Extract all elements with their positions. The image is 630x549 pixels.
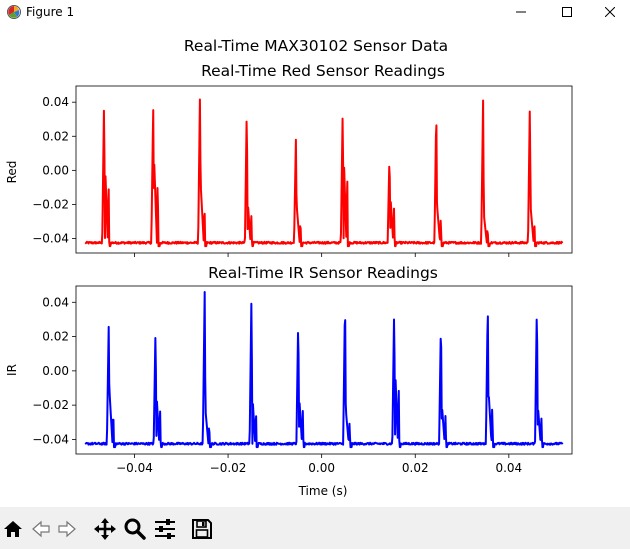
figure-canvas[interactable]: Real-Time MAX30102 Sensor Data Real-Time… (0, 24, 630, 507)
ir-ylabel: IR (5, 364, 19, 376)
red-subplot-title: Real-Time Red Sensor Readings (201, 62, 445, 80)
figure-suptitle: Real-Time MAX30102 Sensor Data (184, 37, 448, 55)
ir-series-line (84, 291, 564, 449)
zoom-button[interactable] (122, 516, 148, 542)
ir-axes-frame (75, 285, 573, 455)
maximize-button[interactable] (544, 0, 590, 24)
pan-button[interactable] (92, 516, 118, 542)
ir-xtick-label: 0.00 (308, 461, 335, 475)
ir-xtick-label: 0.02 (402, 461, 429, 475)
maximize-icon (562, 7, 572, 17)
ir-y-ticks: −0.04 −0.02 0.00 0.02 0.04 (32, 295, 76, 446)
save-icon (191, 518, 213, 540)
back-icon (30, 518, 52, 540)
window-title: Figure 1 (26, 5, 75, 19)
ir-subplot: Real-Time IR Sensor Readings −0.04 −0.02 0… (5, 264, 573, 498)
configure-subplots-button[interactable] (152, 516, 178, 542)
figure-svg: Real-Time MAX30102 Sensor Data Real-Time… (5, 37, 573, 498)
matplotlib-icon (6, 4, 22, 20)
home-icon (2, 518, 24, 540)
ir-xtick-label: −0.04 (116, 461, 153, 475)
red-ytick-label: 0.04 (42, 95, 69, 109)
ir-xtick-label: 0.04 (495, 461, 522, 475)
red-ytick-label: −0.02 (32, 197, 69, 211)
red-ytick-label: 0.02 (42, 129, 69, 143)
ir-subplot-title: Real-Time IR Sensor Readings (208, 264, 438, 282)
minimize-icon (516, 7, 526, 17)
zoom-icon (123, 517, 147, 541)
forward-icon (56, 518, 78, 540)
configure-subplots-icon (153, 517, 177, 541)
close-icon (605, 7, 615, 17)
window-titlebar: Figure 1 (0, 0, 630, 24)
back-button[interactable] (28, 516, 54, 542)
red-y-ticks: −0.04 −0.02 0.00 0.02 0.04 (32, 95, 76, 246)
ir-ytick-label: 0.00 (42, 364, 69, 378)
home-button[interactable] (0, 516, 26, 542)
close-button[interactable] (590, 0, 630, 24)
ir-ytick-label: −0.04 (32, 432, 69, 446)
red-ylabel: Red (5, 161, 19, 184)
red-x-ticks (134, 253, 510, 257)
red-ytick-label: 0.00 (42, 163, 69, 177)
ir-ytick-label: 0.04 (42, 295, 69, 309)
save-button[interactable] (189, 516, 215, 542)
ir-xtick-label: −0.02 (210, 461, 247, 475)
red-ytick-label: −0.04 (32, 232, 69, 246)
red-subplot: Real-Time Red Sensor Readings −0.04 −0.02… (5, 62, 573, 257)
ir-ytick-label: −0.02 (32, 398, 69, 412)
ir-ytick-label: 0.02 (42, 330, 69, 344)
red-series-line (84, 98, 564, 248)
forward-button[interactable] (54, 516, 80, 542)
pan-icon (93, 517, 117, 541)
red-axes-frame (75, 85, 573, 254)
navigation-toolbar (0, 507, 630, 549)
ir-xlabel: Time (s) (298, 484, 348, 498)
ir-x-ticks: −0.04 −0.02 0.00 0.02 0.04 (116, 454, 522, 475)
minimize-button[interactable] (498, 0, 544, 24)
